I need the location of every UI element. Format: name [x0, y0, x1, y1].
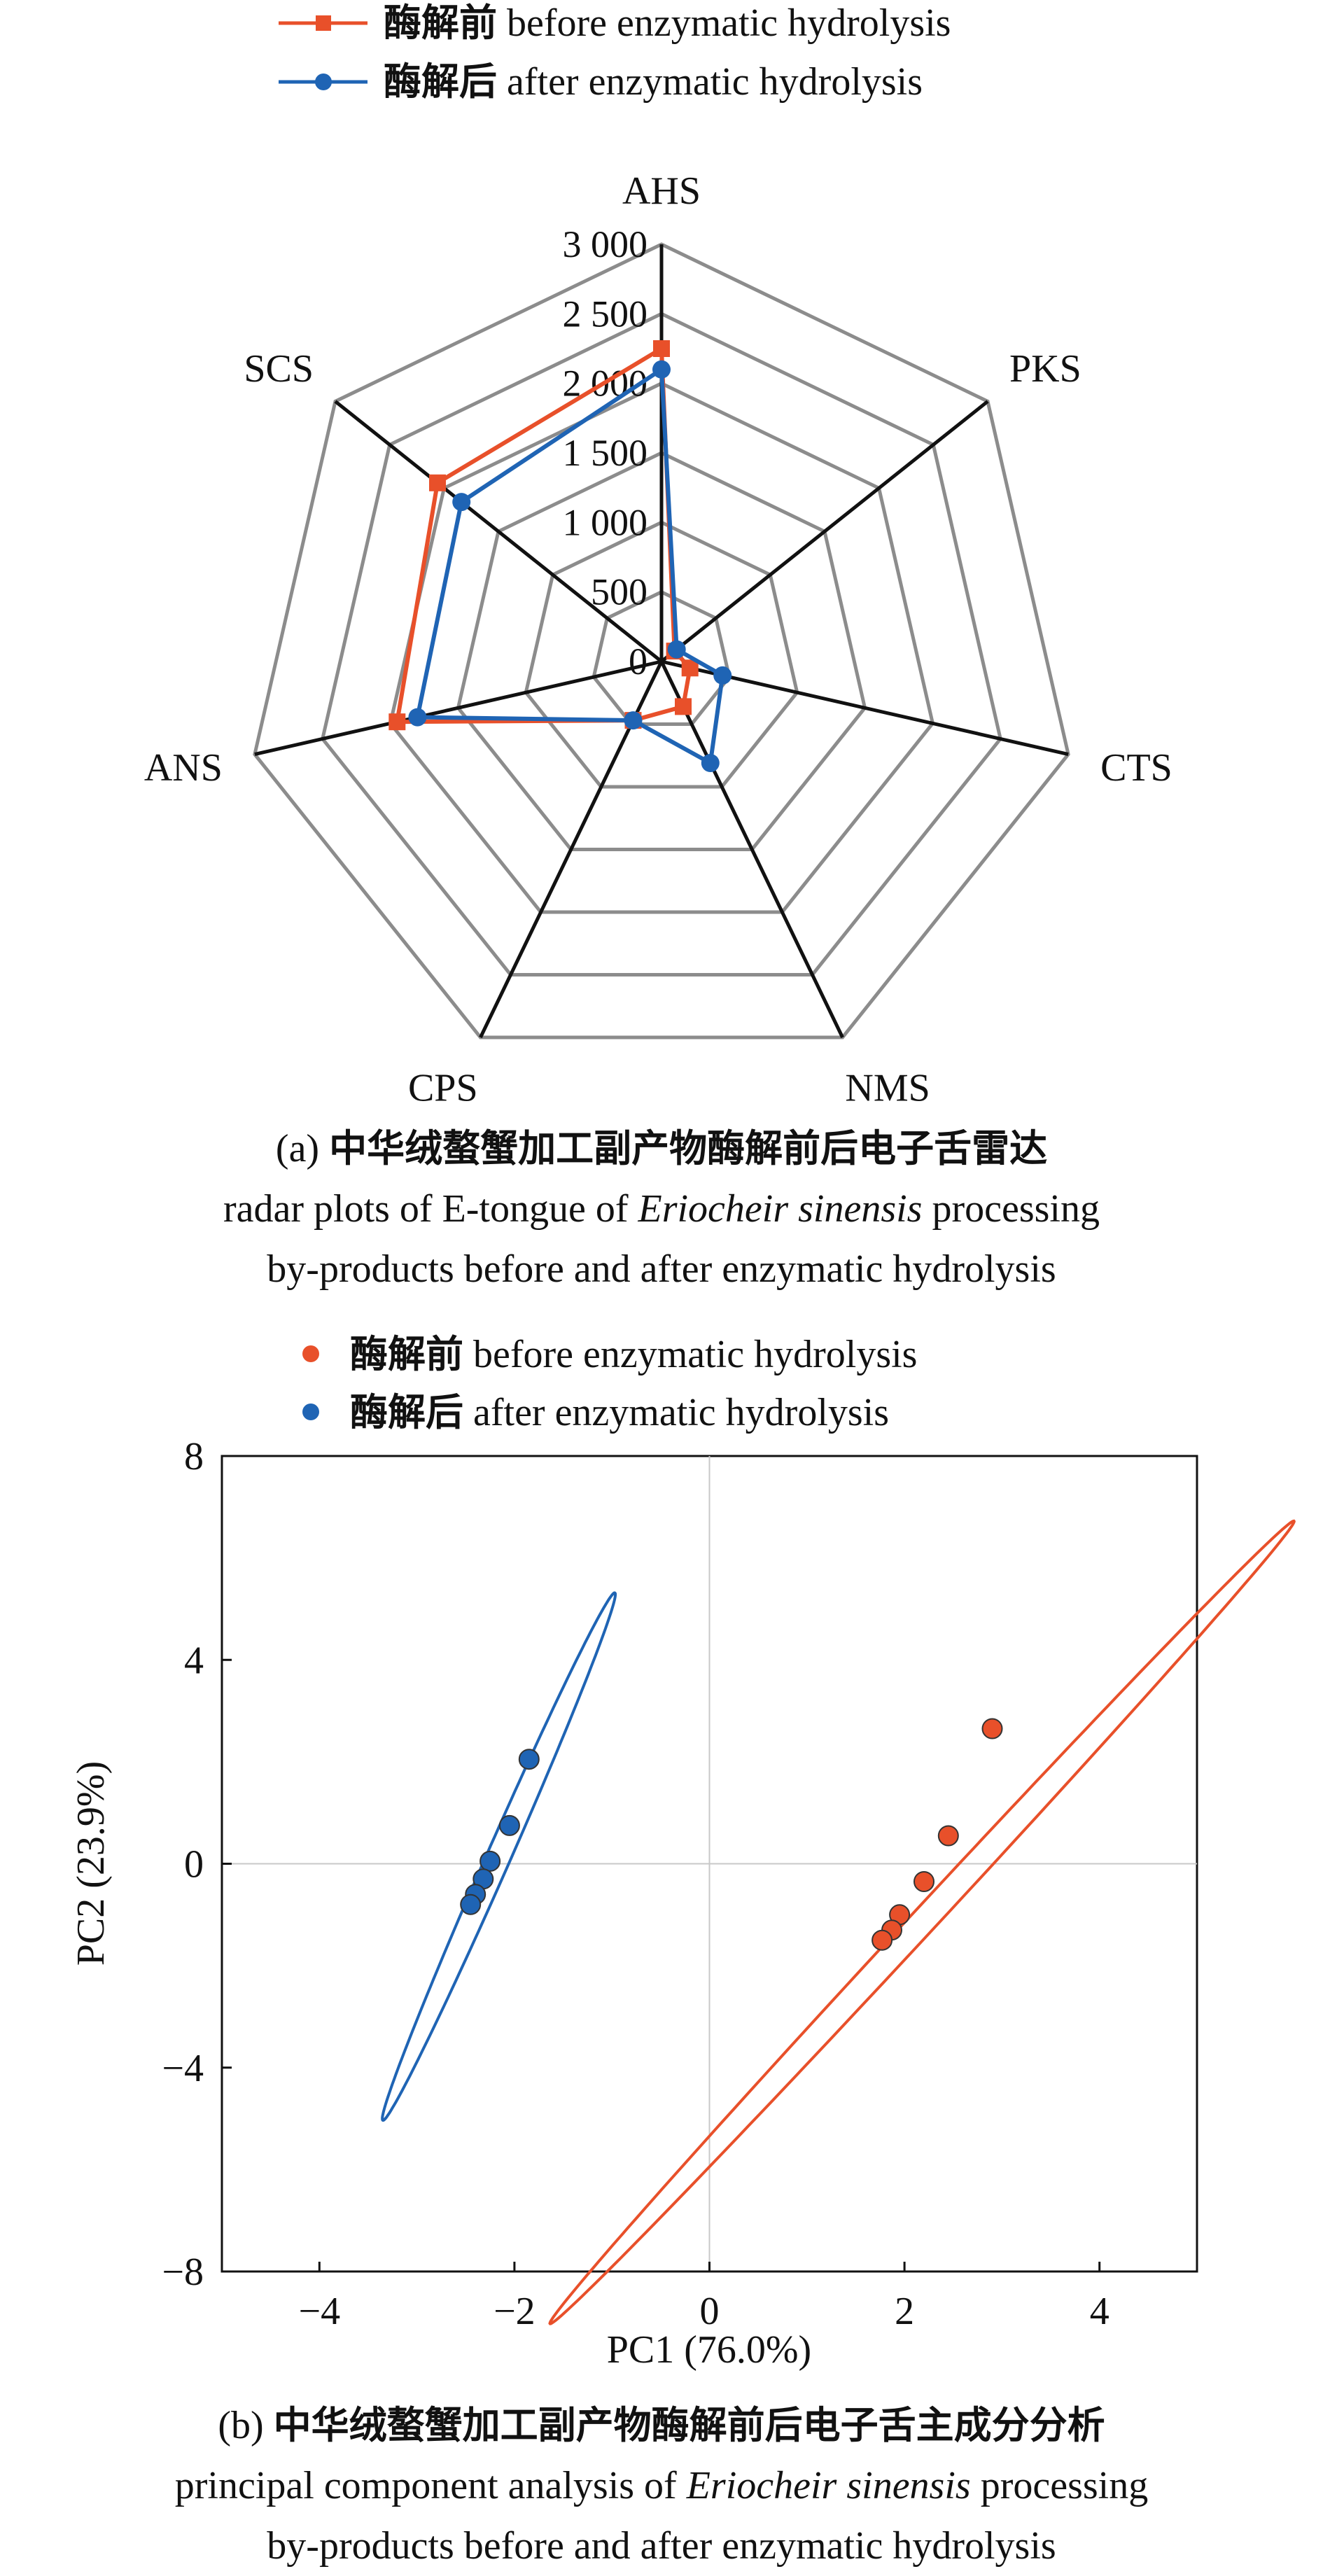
radar-axis-label-cts: CTS — [1100, 746, 1172, 790]
pca-point-after — [460, 1893, 482, 1915]
radar-caption-line2: radar plots of E-tongue of Eriocheir sin… — [223, 1187, 1100, 1231]
radar-legend-marker-after — [315, 74, 332, 90]
radar-grid — [253, 242, 1070, 1040]
radar-legend-item-before: 酶解前 before enzymatic hydrolysis — [279, 1, 951, 45]
radar-grid-ring — [456, 451, 867, 851]
radar-point-after-ans — [408, 708, 427, 727]
radar-spokes — [254, 244, 1069, 1039]
radar-spoke-pks — [660, 400, 989, 663]
pca-caption: (b) 中华绒螯蟹加工副产物酶解前后电子舌主成分分析 principal com… — [0, 2395, 1323, 2576]
radar-grid-ring — [592, 589, 732, 726]
radar-series-after — [408, 360, 732, 772]
pca-point-after — [479, 1850, 501, 1872]
radar-point-after-scs — [452, 493, 471, 512]
radar-axis-labels: AHS PKS CTS NMS CPS ANS SCS — [144, 169, 1172, 1110]
radar-axis-label-ans: ANS — [144, 746, 223, 790]
radar-grid-ring — [321, 312, 1002, 976]
radar-caption: (a) 中华绒螯蟹加工副产物酶解前后电子舌雷达 radar plots of E… — [0, 1119, 1323, 1299]
pca-legend-marker-after — [302, 1404, 319, 1420]
pca-point-after — [498, 1814, 520, 1836]
pca-legend-item-after: 酶解后 after enzymatic hydrolysis — [302, 1390, 889, 1434]
pca-legend: 酶解前 before enzymatic hydrolysis 酶解后 afte… — [302, 1332, 917, 1434]
pca-point-before — [913, 1871, 934, 1892]
pca-ticks: −4 −2 0 2 4 −8 −4 0 4 8 — [162, 1435, 1109, 2333]
radar-point-after-nms — [701, 754, 720, 772]
radar-tick-label: 1 000 — [563, 501, 648, 543]
pca-x-tick-label: 4 — [1090, 2290, 1110, 2333]
pca-legend-label-after: 酶解后 after enzymatic hydrolysis — [350, 1390, 889, 1434]
radar-tick-label: 3 000 — [563, 223, 648, 265]
radar-legend-marker-before — [316, 15, 331, 31]
radar-axis-label-pks: PKS — [1009, 347, 1082, 391]
radar-tick-label: 2 500 — [563, 293, 648, 335]
radar-point-before-scs — [429, 474, 446, 491]
radar-caption-line1: (a) 中华绒螯蟹加工副产物酶解前后电子舌雷达 — [275, 1126, 1048, 1170]
radar-point-before-ahs — [653, 340, 670, 357]
pca-x-tick-label: 0 — [700, 2290, 720, 2333]
radar-grid-ring — [253, 242, 1070, 1040]
radar-tick-label: 0 — [629, 640, 648, 682]
radar-spoke-ans — [254, 659, 662, 757]
radar-point-before-ans — [388, 713, 406, 731]
radar-series-before — [388, 340, 699, 731]
radar-tick-label: 500 — [591, 571, 648, 613]
pca-caption-line2: principal component analysis of Eriochei… — [174, 2464, 1149, 2507]
radar-point-after-cps — [624, 711, 643, 730]
radar-axis-label-ahs: AHS — [622, 169, 701, 213]
pca-caption-line3: by-products before and after enzymatic h… — [267, 2524, 1056, 2568]
radar-point-before-nms — [675, 698, 692, 715]
pca-y-axis-title: PC2 (23.9%) — [69, 1761, 113, 1966]
pca-ellipse-after — [381, 1591, 617, 2122]
pca-point-before — [937, 1825, 959, 1847]
radar-legend-label-before: 酶解前 before enzymatic hydrolysis — [384, 1, 951, 45]
pca-y-tick-label: −8 — [162, 2250, 204, 2294]
pca-y-tick-label: 4 — [184, 1639, 204, 1682]
pca-point-after — [518, 1749, 540, 1770]
pca-caption-line1: (b) 中华绒螯蟹加工副产物酶解前后电子舌主成分分析 — [218, 2403, 1105, 2447]
pca-y-tick-label: 0 — [184, 1843, 204, 1886]
pca-ellipse-before — [548, 1519, 1296, 2325]
pca-x-tick-label: −2 — [493, 2290, 536, 2333]
pca-points — [460, 1718, 1003, 1951]
pca-legend-item-before: 酶解前 before enzymatic hydrolysis — [302, 1332, 917, 1376]
radar-chart: 酶解前 before enzymatic hydrolysis 酶解后 afte… — [144, 1, 1172, 1110]
pca-confidence-ellipses — [381, 1519, 1296, 2325]
radar-axis-label-cps: CPS — [408, 1066, 478, 1110]
radar-caption-line3: by-products before and after enzymatic h… — [267, 1247, 1056, 1291]
pca-y-tick-label: −4 — [162, 2047, 204, 2090]
pca-zero-lines — [222, 1456, 1197, 2272]
pca-x-tick-label: 2 — [895, 2290, 914, 2333]
pca-x-tick-label: −4 — [299, 2290, 341, 2333]
pca-y-tick-label: 8 — [184, 1435, 204, 1478]
radar-legend-label-after: 酶解后 after enzymatic hydrolysis — [384, 59, 923, 104]
radar-point-after-pks — [667, 640, 686, 659]
radar-legend: 酶解前 before enzymatic hydrolysis 酶解后 afte… — [279, 1, 951, 104]
radar-axis-label-scs: SCS — [244, 347, 314, 391]
radar-tick-label: 1 500 — [563, 432, 648, 474]
pca-point-before — [981, 1718, 1003, 1740]
pca-chart: 酶解前 before enzymatic hydrolysis 酶解后 afte… — [69, 1332, 1296, 2372]
pca-point-before — [872, 1929, 893, 1951]
radar-grid-ring — [388, 381, 935, 914]
pca-legend-marker-before — [302, 1345, 319, 1362]
radar-point-after-cts — [713, 666, 732, 685]
radar-point-after-ahs — [652, 360, 671, 379]
radar-axis-label-nms: NMS — [845, 1066, 930, 1110]
radar-series — [388, 340, 732, 772]
radar-legend-item-after: 酶解后 after enzymatic hydrolysis — [279, 59, 923, 104]
pca-x-axis-title: PC1 (76.0%) — [607, 2328, 811, 2372]
pca-legend-label-before: 酶解前 before enzymatic hydrolysis — [350, 1332, 917, 1376]
radar-spoke-scs — [334, 400, 663, 663]
radar-spoke-nms — [659, 660, 844, 1039]
radar-grid-ring — [524, 520, 799, 789]
